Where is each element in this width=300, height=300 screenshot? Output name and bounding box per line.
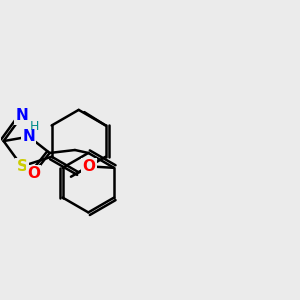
Text: N: N	[16, 108, 28, 123]
Text: N: N	[22, 129, 35, 144]
Text: O: O	[27, 166, 40, 181]
Text: S: S	[16, 159, 28, 174]
Text: O: O	[82, 159, 95, 174]
Text: H: H	[29, 120, 39, 133]
